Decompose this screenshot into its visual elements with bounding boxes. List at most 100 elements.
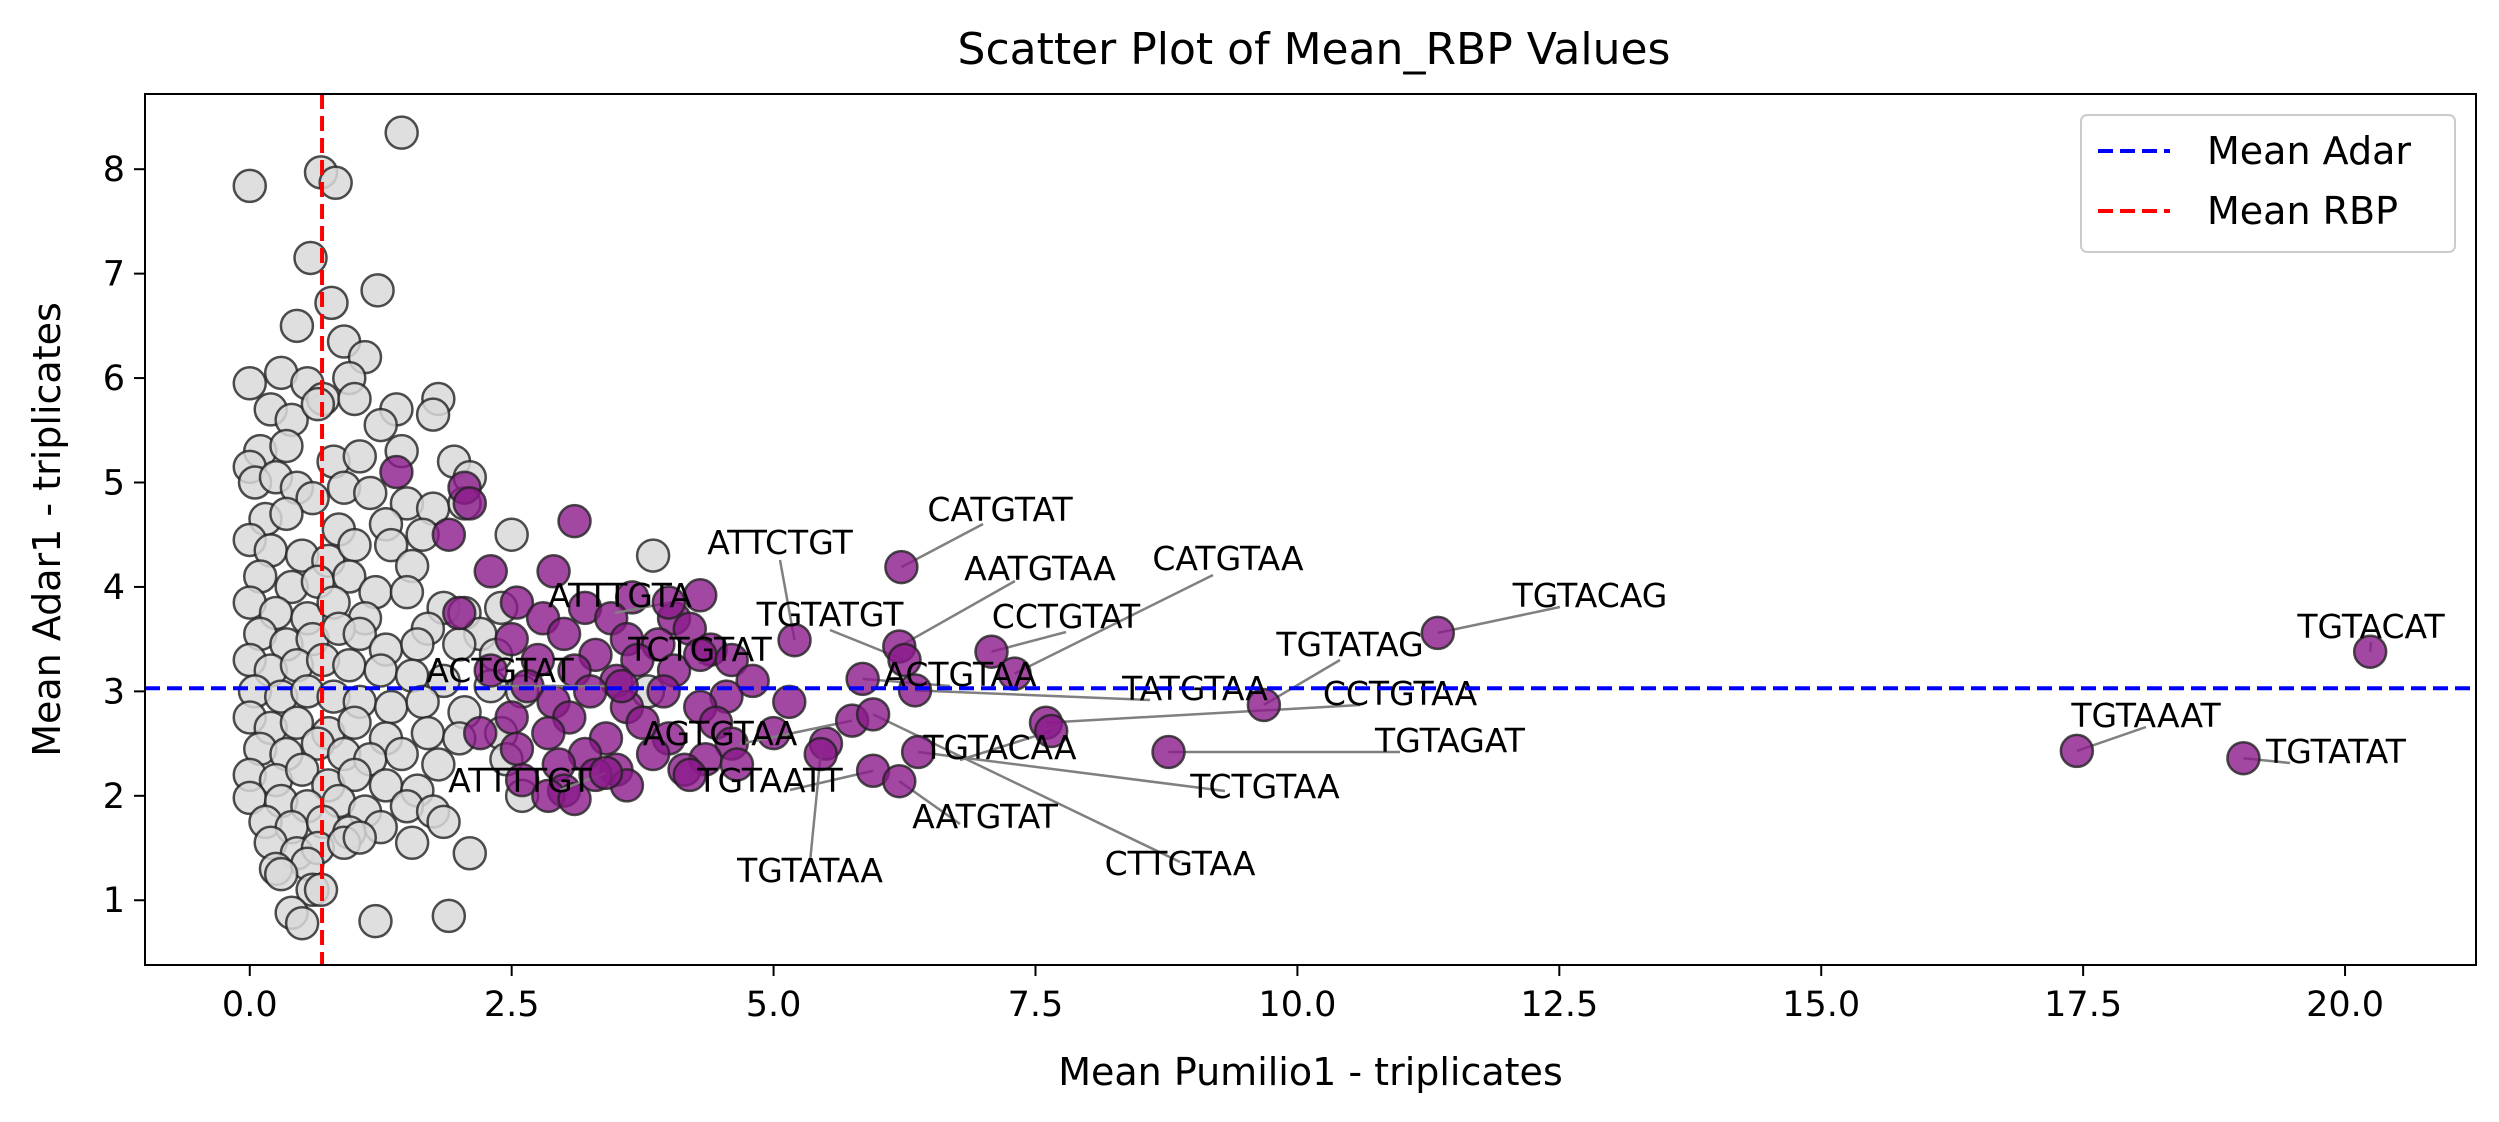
plot-frame [144, 93, 2477, 966]
point-label: AATGTAT [912, 797, 1059, 836]
data-point [342, 616, 378, 652]
labeled-point [882, 763, 917, 799]
data-point [410, 715, 446, 751]
point-label: TGTATAG [1275, 625, 1423, 664]
highlighted-point [494, 700, 529, 735]
highlighted-point [499, 585, 535, 620]
data-point [279, 705, 315, 740]
label-connector [739, 719, 853, 746]
data-point [279, 308, 315, 344]
x-tick-label: 15.0 [1782, 985, 1860, 1025]
highlighted-point [504, 762, 540, 798]
y-tick-label: 1 [103, 881, 125, 921]
y-axis: 1 2 3 4 5 6 7 8 [103, 150, 145, 921]
highlighted-point [536, 554, 571, 589]
labeled-point [887, 642, 922, 678]
data-point [394, 825, 430, 861]
labeled-point [1033, 713, 1069, 749]
label-connector [1437, 605, 1561, 635]
highlighted-point [442, 595, 477, 631]
highlighted-point [546, 616, 582, 652]
point-label: TCTGTAT [627, 630, 772, 669]
point-label: ATTTGTA [548, 576, 692, 615]
x-tick-label: 10.0 [1258, 985, 1336, 1025]
labeled-point [855, 697, 891, 732]
labeled-point [682, 637, 718, 673]
labeled-point [900, 734, 936, 770]
data-point [284, 905, 320, 941]
y-tick-label: 6 [103, 359, 125, 399]
data-point [373, 689, 409, 725]
point-label: ACTGTAT [426, 651, 574, 690]
point-label: TCTGTAA [1189, 767, 1340, 806]
highlighted-point [572, 674, 608, 709]
data-point [405, 684, 440, 720]
data-point [337, 381, 372, 417]
point-labels: CATGTAT ATTCTGT AATGTAA CATGTAA TGTACAG TGTAT… [426, 490, 2445, 890]
data-point [337, 705, 372, 740]
data-point [269, 496, 304, 532]
data-point [635, 538, 671, 573]
data-point [318, 165, 353, 201]
data-point [337, 527, 372, 563]
labeled-point [884, 549, 919, 585]
highlighted-point [473, 653, 508, 688]
point-label: CATGTAA [1152, 539, 1304, 578]
highlighted-point [531, 715, 566, 751]
data-point [384, 115, 419, 150]
data-point [263, 856, 299, 892]
highlighted-point [625, 705, 660, 740]
data-point [342, 820, 378, 855]
data-point [342, 439, 378, 474]
data-point [232, 168, 268, 204]
data-point [332, 648, 367, 683]
point-label: CCTGTAA [1323, 674, 1478, 713]
point-label: TGTAAAT [2070, 696, 2221, 735]
data-point [284, 752, 320, 787]
x-tick-label: 5.0 [746, 985, 802, 1025]
y-tick-label: 5 [103, 464, 125, 504]
data-point [363, 407, 398, 443]
x-tick-label: 12.5 [1520, 985, 1598, 1025]
data-point [352, 475, 388, 511]
legend: Mean Adar Mean RBP [2080, 114, 2456, 253]
point-label: AATGTAA [964, 549, 1116, 588]
highlighted-point [672, 757, 708, 793]
labeled-point [2059, 733, 2095, 769]
highlighted-point [431, 517, 467, 552]
point-label: TGTATAA [736, 851, 883, 890]
y-tick-label: 8 [103, 150, 125, 190]
y-tick-label: 7 [103, 255, 125, 295]
data-point [332, 559, 367, 594]
x-axis: 0.0 2.5 5.0 7.5 10.0 12.5 15.0 17.5 20.0 [222, 965, 2384, 1025]
x-tick-label: 20.0 [2306, 985, 2384, 1025]
y-tick-label: 4 [103, 568, 125, 608]
x-tick-label: 17.5 [2044, 985, 2122, 1025]
label-connector [918, 750, 1226, 793]
highlighted-point [646, 674, 681, 709]
data-point [494, 517, 529, 552]
data-point [421, 747, 456, 782]
highlighted-point [379, 454, 414, 490]
point-label: CATGTAT [927, 490, 1073, 529]
legend-box [2080, 114, 2456, 253]
data-point [360, 273, 395, 308]
labeled-point [588, 755, 624, 791]
data-point [452, 836, 488, 871]
data-point [358, 903, 393, 939]
data-point [389, 574, 425, 610]
point-label: TGTAATT [696, 761, 843, 800]
point-label: AGTGTAA [643, 714, 798, 753]
legend-entry: Mean RBP [2207, 189, 2398, 233]
labeled-point [803, 736, 838, 772]
point-label: TGTACAA [922, 728, 1077, 767]
point-label: ATTTTGT [448, 761, 592, 800]
data-point [431, 898, 467, 934]
labeled-point [651, 585, 687, 620]
label-connector [808, 753, 822, 863]
data-point [384, 736, 419, 772]
data-point [426, 804, 461, 840]
labeled-point [604, 668, 639, 704]
data-point [373, 527, 409, 563]
